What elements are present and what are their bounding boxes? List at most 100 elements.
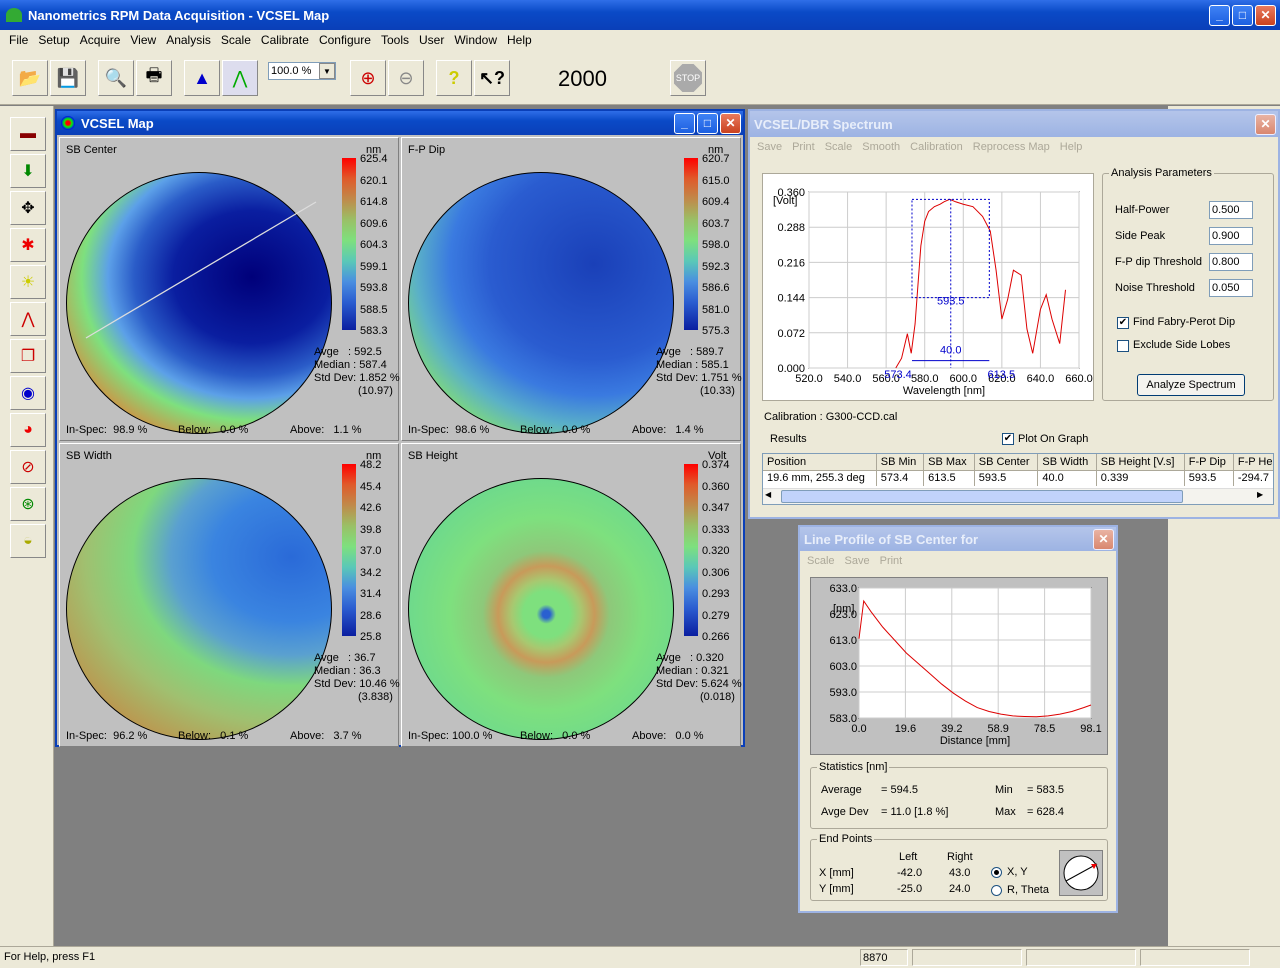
table-header[interactable]: F-P Dip (1184, 454, 1234, 470)
color-scale-bar (342, 464, 356, 636)
stat-stddev: Std Dev: 1.751 % (656, 372, 742, 384)
maximize-button[interactable]: □ (1232, 4, 1253, 26)
illumination-icon[interactable]: ☀ (10, 265, 46, 299)
stop-button[interactable]: STOP (670, 60, 706, 96)
spectrum-menu-smooth[interactable]: Smooth (862, 141, 901, 153)
profile-menu-print[interactable]: Print (879, 555, 903, 567)
x-tick-label: 19.6 (895, 723, 916, 735)
menu-help[interactable]: Help (507, 33, 532, 47)
analyze-spectrum-button[interactable]: Analyze Spectrum (1137, 374, 1245, 396)
menu-user[interactable]: User (418, 33, 445, 47)
chevron-down-icon[interactable]: ▼ (319, 63, 335, 79)
table-header[interactable]: SB Width (1037, 454, 1097, 470)
line-scan-icon[interactable]: ⊘ (10, 450, 46, 484)
spectrum-menu-save[interactable]: Save (757, 141, 783, 153)
menu-tools[interactable]: Tools (380, 33, 409, 47)
profile-title: Line Profile of SB Center for (804, 531, 979, 547)
menu-setup[interactable]: Setup (38, 33, 70, 47)
wafer-map[interactable] (66, 172, 332, 434)
stat-below: Below: 0.0 % (520, 424, 591, 436)
spectrum-menu-scale[interactable]: Scale (824, 141, 853, 153)
side-peak-input[interactable]: 0.900 (1209, 227, 1253, 245)
noise-threshold-input[interactable]: 0.050 (1209, 279, 1253, 297)
zoom-in-icon[interactable]: ⊕ (350, 60, 386, 96)
scroll-thumb[interactable] (781, 490, 1183, 503)
profile-menu-save[interactable]: Save (844, 555, 870, 567)
status-count-value: 8870 (863, 952, 888, 964)
spectrum-menu-calibration[interactable]: Calibration (910, 141, 963, 153)
table-row[interactable]: 19.6 mm, 255.3 deg 573.4 613.5 593.5 40.0 0.3… (763, 470, 1273, 486)
minimize-button[interactable]: _ (1209, 4, 1230, 26)
menu-view[interactable]: View (130, 33, 157, 47)
statistics-title: Statistics [nm] (817, 761, 890, 773)
save-disk-icon[interactable]: 💾 (50, 60, 86, 96)
stat-above: Above: 3.7 % (290, 730, 362, 742)
menu-scale[interactable]: Scale (220, 33, 251, 47)
zoom-value: 100.0 % (271, 65, 312, 77)
spectrum-menu-help[interactable]: Help (1059, 141, 1083, 153)
half-power-input[interactable]: 0.500 (1209, 201, 1253, 219)
histogram-icon[interactable]: ▲ (184, 60, 220, 96)
spectrum-menu-reprocess-map[interactable]: Reprocess Map (972, 141, 1050, 153)
open-folder-icon[interactable]: 📂 (12, 60, 48, 96)
xy-radio[interactable] (991, 867, 1002, 878)
scale-tick-label: 614.8 (360, 196, 388, 208)
close-button[interactable]: ✕ (1255, 4, 1276, 26)
table-header[interactable]: SB Min (876, 454, 925, 470)
multi-spectrum-icon[interactable]: ❐ (10, 339, 46, 373)
scale-tick-label: 609.4 (702, 196, 730, 208)
map-point-icon[interactable]: ◕ (10, 413, 46, 447)
move-stage-icon[interactable]: ✥ (10, 191, 46, 225)
table-header[interactable]: Position (763, 454, 877, 470)
table-header[interactable]: SB Center (974, 454, 1039, 470)
zoom-select[interactable]: 100.0 % ▼ (268, 62, 336, 80)
help-icon[interactable]: ? (436, 60, 472, 96)
load-wafer-icon[interactable]: ▬ (10, 117, 46, 151)
spectrum-icon[interactable]: ⋀ (10, 302, 46, 336)
table-header[interactable]: SB Max (923, 454, 975, 470)
menu-calibrate[interactable]: Calibrate (260, 33, 309, 47)
rtheta-radio[interactable] (991, 885, 1002, 896)
menu-configure[interactable]: Configure (318, 33, 371, 47)
y-tick-label: 0.144 (777, 293, 805, 305)
find-fp-checkbox[interactable]: ✔ (1117, 317, 1129, 329)
spectrum-view-icon[interactable]: ⋀ (222, 60, 258, 96)
context-help-icon[interactable]: ↖? (474, 60, 510, 96)
spectrum-close-button[interactable]: ✕ (1255, 113, 1276, 135)
plot-on-graph-checkbox[interactable]: ✔ (1002, 433, 1014, 445)
profile-close-button[interactable]: ✕ (1093, 528, 1114, 550)
laser-icon[interactable]: ✱ (10, 228, 46, 262)
site-map-icon[interactable]: ⊛ (10, 487, 46, 521)
wafer-map[interactable] (408, 478, 674, 740)
scroll-right-icon[interactable]: ▶ (1257, 490, 1264, 499)
wafer-map[interactable] (66, 478, 332, 740)
table-header[interactable]: F-P Hei (1233, 454, 1273, 470)
map-minimize-button[interactable]: _ (674, 112, 695, 134)
stat-inspec: In-Spec: 98.6 % (408, 424, 490, 436)
menu-window[interactable]: Window (454, 33, 498, 47)
map-close-button[interactable]: ✕ (720, 112, 741, 134)
line-profile-cursor[interactable] (82, 201, 348, 339)
fp-dip-threshold-input[interactable]: 0.800 (1209, 253, 1253, 271)
spectrum-menu-print[interactable]: Print (792, 141, 815, 153)
print-preview-icon[interactable]: 🔍 (98, 60, 134, 96)
table-header[interactable]: SB Height [V.s] (1096, 454, 1185, 470)
map-maximize-button[interactable]: □ (697, 112, 718, 134)
scroll-left-icon[interactable]: ◀ (765, 490, 772, 499)
menu-analysis[interactable]: Analysis (166, 33, 211, 47)
exclude-side-lobes-checkbox[interactable] (1117, 340, 1129, 352)
zoom-out-icon[interactable]: ⊖ (388, 60, 424, 96)
wafer-map[interactable] (408, 172, 674, 434)
profile-menu-scale[interactable]: Scale (807, 555, 835, 567)
wafer-bowl-icon[interactable]: ◒ (10, 524, 46, 558)
line-direction-icon[interactable] (1059, 850, 1103, 896)
print-icon[interactable]: 🖶 (136, 60, 172, 96)
results-scrollbar[interactable]: ◀ ▶ (763, 488, 1273, 504)
stat-below: Below: 0.0 % (520, 730, 591, 742)
unload-wafer-icon[interactable]: ⬇ (10, 154, 46, 188)
y-left-value: -25.0 (897, 883, 923, 895)
menu-acquire[interactable]: Acquire (79, 33, 121, 47)
menu-file[interactable]: File (9, 33, 29, 47)
min-value: = 583.5 (1027, 784, 1065, 796)
map-target-icon[interactable]: ◉ (10, 376, 46, 410)
